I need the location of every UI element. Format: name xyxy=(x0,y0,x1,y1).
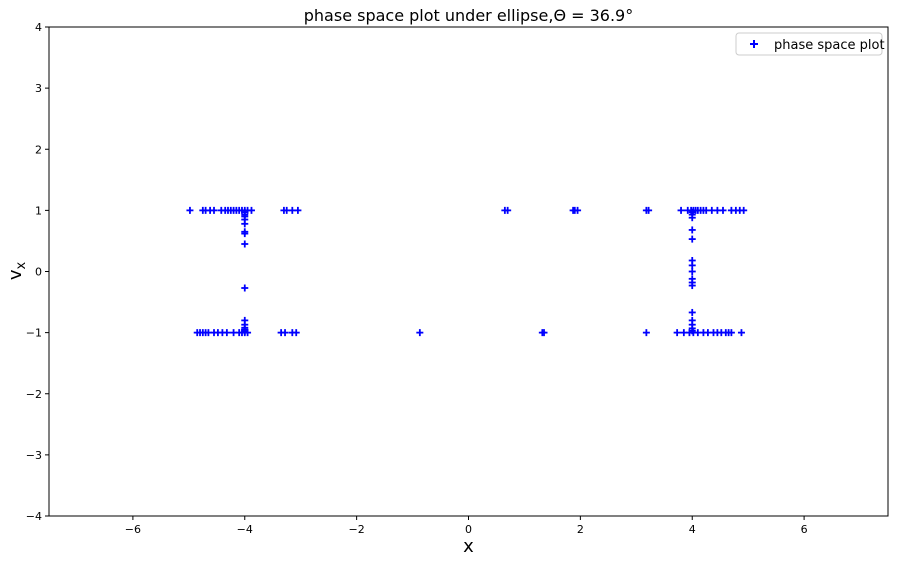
data-point xyxy=(677,206,685,214)
data-point xyxy=(688,268,696,275)
data-point xyxy=(719,206,727,214)
y-axis-ticks: −4 −3 −2 −1 0 1 2 3 4 xyxy=(26,21,49,523)
plot-area xyxy=(48,26,889,517)
x-axis-label: x xyxy=(463,536,474,557)
data-point xyxy=(241,240,249,248)
legend-label: phase space plot xyxy=(774,38,885,53)
data-point xyxy=(740,206,748,214)
data-point xyxy=(688,282,696,290)
data-point xyxy=(241,230,249,238)
y-axis-label-subscript: x xyxy=(14,262,29,270)
data-point xyxy=(186,206,194,214)
y-axis-label: vx xyxy=(5,262,29,281)
x-tick-label: −4 xyxy=(237,523,253,536)
y-tick-label: −1 xyxy=(26,327,42,340)
data-point xyxy=(688,214,696,222)
y-tick-label: −3 xyxy=(26,449,42,462)
data-point xyxy=(645,206,653,214)
data-point xyxy=(688,226,696,234)
y-tick-label: 4 xyxy=(35,21,42,34)
data-point xyxy=(737,329,745,337)
chart-title: phase space plot under ellipse,Θ = 36.9° xyxy=(304,6,633,25)
x-tick-label: −6 xyxy=(125,523,141,536)
y-axis-label-main: v xyxy=(5,269,26,280)
data-point xyxy=(281,329,289,337)
data-points xyxy=(186,206,748,337)
legend-box xyxy=(735,32,883,56)
data-point xyxy=(294,206,302,214)
data-point xyxy=(247,206,255,214)
x-tick-label: 0 xyxy=(465,523,472,536)
x-tick-label: −2 xyxy=(349,523,365,536)
y-tick-label: −2 xyxy=(26,388,42,401)
data-point xyxy=(416,329,424,337)
data-point xyxy=(292,329,300,337)
data-point xyxy=(241,284,249,292)
data-point xyxy=(504,206,512,214)
data-point xyxy=(244,329,252,337)
y-tick-label: −4 xyxy=(26,510,42,523)
x-axis-ticks: −6 −4 −2 0 2 4 6 xyxy=(125,516,808,536)
data-point xyxy=(574,206,582,214)
x-tick-label: 6 xyxy=(801,523,808,536)
data-point xyxy=(540,329,548,337)
data-point xyxy=(241,220,249,228)
data-point xyxy=(727,329,735,337)
data-point xyxy=(673,329,681,337)
legend-marker-icon xyxy=(750,40,758,48)
data-point xyxy=(688,235,696,243)
data-point xyxy=(210,206,218,214)
data-point xyxy=(223,329,231,337)
x-tick-label: 4 xyxy=(689,523,696,536)
data-point xyxy=(688,261,696,269)
x-tick-label: 2 xyxy=(577,523,584,536)
y-tick-label: 2 xyxy=(35,143,42,156)
y-tick-label: 3 xyxy=(35,82,42,95)
y-tick-label: 1 xyxy=(35,204,42,217)
y-tick-label: 0 xyxy=(35,266,42,279)
data-point xyxy=(688,308,696,316)
legend: phase space plot xyxy=(735,32,885,56)
data-point xyxy=(642,329,650,337)
